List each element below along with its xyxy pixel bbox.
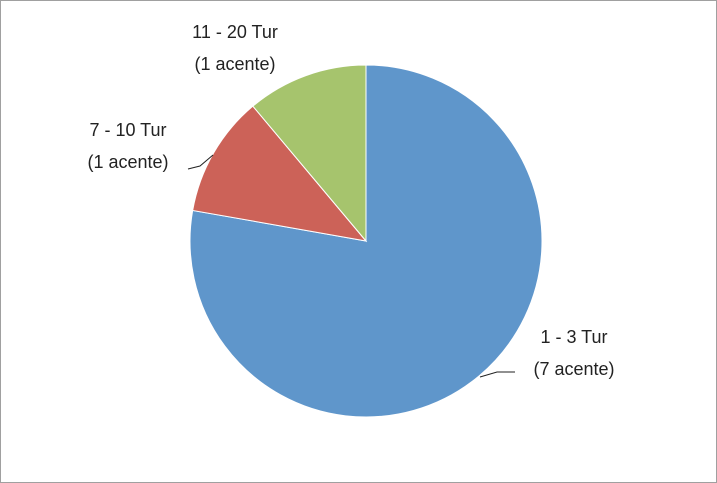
slice-value-label: (7 acente)	[533, 359, 614, 379]
slice-label: 1 - 3 Tur	[540, 327, 607, 347]
slice-label: 7 - 10 Tur	[89, 120, 166, 140]
pie-slice	[252, 64, 367, 243]
pie-slice	[192, 105, 368, 242]
leader-line	[187, 154, 214, 170]
slice-value-label: (1 acente)	[87, 152, 168, 172]
slice-label: 11 - 20 Tur	[192, 22, 278, 42]
leader-line	[479, 371, 515, 378]
slice-value-label: (1 acente)	[194, 54, 275, 74]
